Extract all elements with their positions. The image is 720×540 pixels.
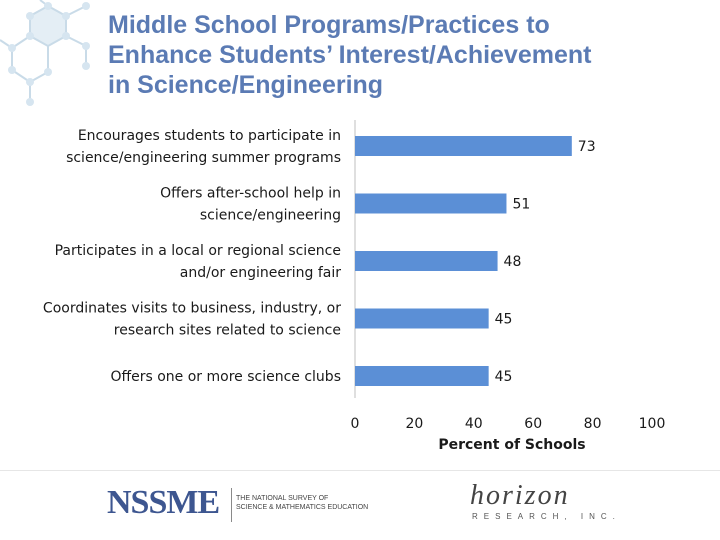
x-tick-label: 40 — [465, 416, 483, 432]
title-line: Middle School Programs/Practices to — [108, 11, 550, 39]
molecule-graphic — [0, 0, 90, 106]
bar-value-label: 48 — [504, 254, 522, 270]
x-tick-label: 20 — [405, 416, 423, 432]
bar — [355, 136, 572, 156]
horizon-logo: horizon — [470, 480, 570, 511]
bar-chart: 73 Encourages students to participate in s… — [43, 120, 666, 453]
category-label: Participates in a local or regional scie… — [55, 243, 341, 259]
slide-title: Middle School Programs/Practices to Enha… — [108, 10, 708, 100]
bar-value-label: 73 — [578, 139, 596, 155]
category-label: Offers one or more science clubs — [110, 369, 341, 385]
footer-divider — [0, 470, 720, 471]
title-line: in Science/Engineering — [108, 71, 384, 99]
title-line: Enhance Students’ Interest/Achievement — [108, 41, 592, 69]
nssme-subtitle-line: SCIENCE & MATHEMATICS EDUCATION — [236, 504, 369, 511]
category-label: Coordinates visits to business, industry… — [43, 301, 341, 317]
bar-value-label: 45 — [495, 312, 513, 328]
bar — [355, 308, 489, 329]
nssme-subtitle-line: THE NATIONAL SURVEY OF — [236, 495, 329, 502]
bar — [355, 366, 489, 386]
bar-value-label: 45 — [495, 369, 513, 385]
category-label: Offers after-school help in — [160, 186, 341, 202]
x-tick-label: 0 — [351, 416, 360, 432]
x-tick-label: 100 — [639, 416, 666, 432]
category-label: science/engineering — [200, 208, 341, 224]
nssme-logo-subtitle: THE NATIONAL SURVEY OF SCIENCE & MATHEMA… — [236, 494, 368, 512]
nssme-logo: NSSME — [107, 484, 220, 521]
x-tick-label: 60 — [524, 416, 542, 432]
category-label: Encourages students to participate in — [78, 128, 341, 144]
x-axis-title: Percent of Schools — [438, 437, 585, 453]
bar-value-label: 51 — [512, 197, 530, 213]
category-label: science/engineering summer programs — [66, 150, 341, 166]
category-label: and/or engineering fair — [180, 265, 341, 281]
x-tick-label: 80 — [584, 416, 602, 432]
bar — [355, 193, 507, 214]
logo-separator — [231, 488, 232, 522]
bar — [355, 251, 498, 271]
horizon-logo-subtitle: RESEARCH, INC. — [472, 512, 621, 521]
category-label: research sites related to science — [114, 323, 341, 339]
